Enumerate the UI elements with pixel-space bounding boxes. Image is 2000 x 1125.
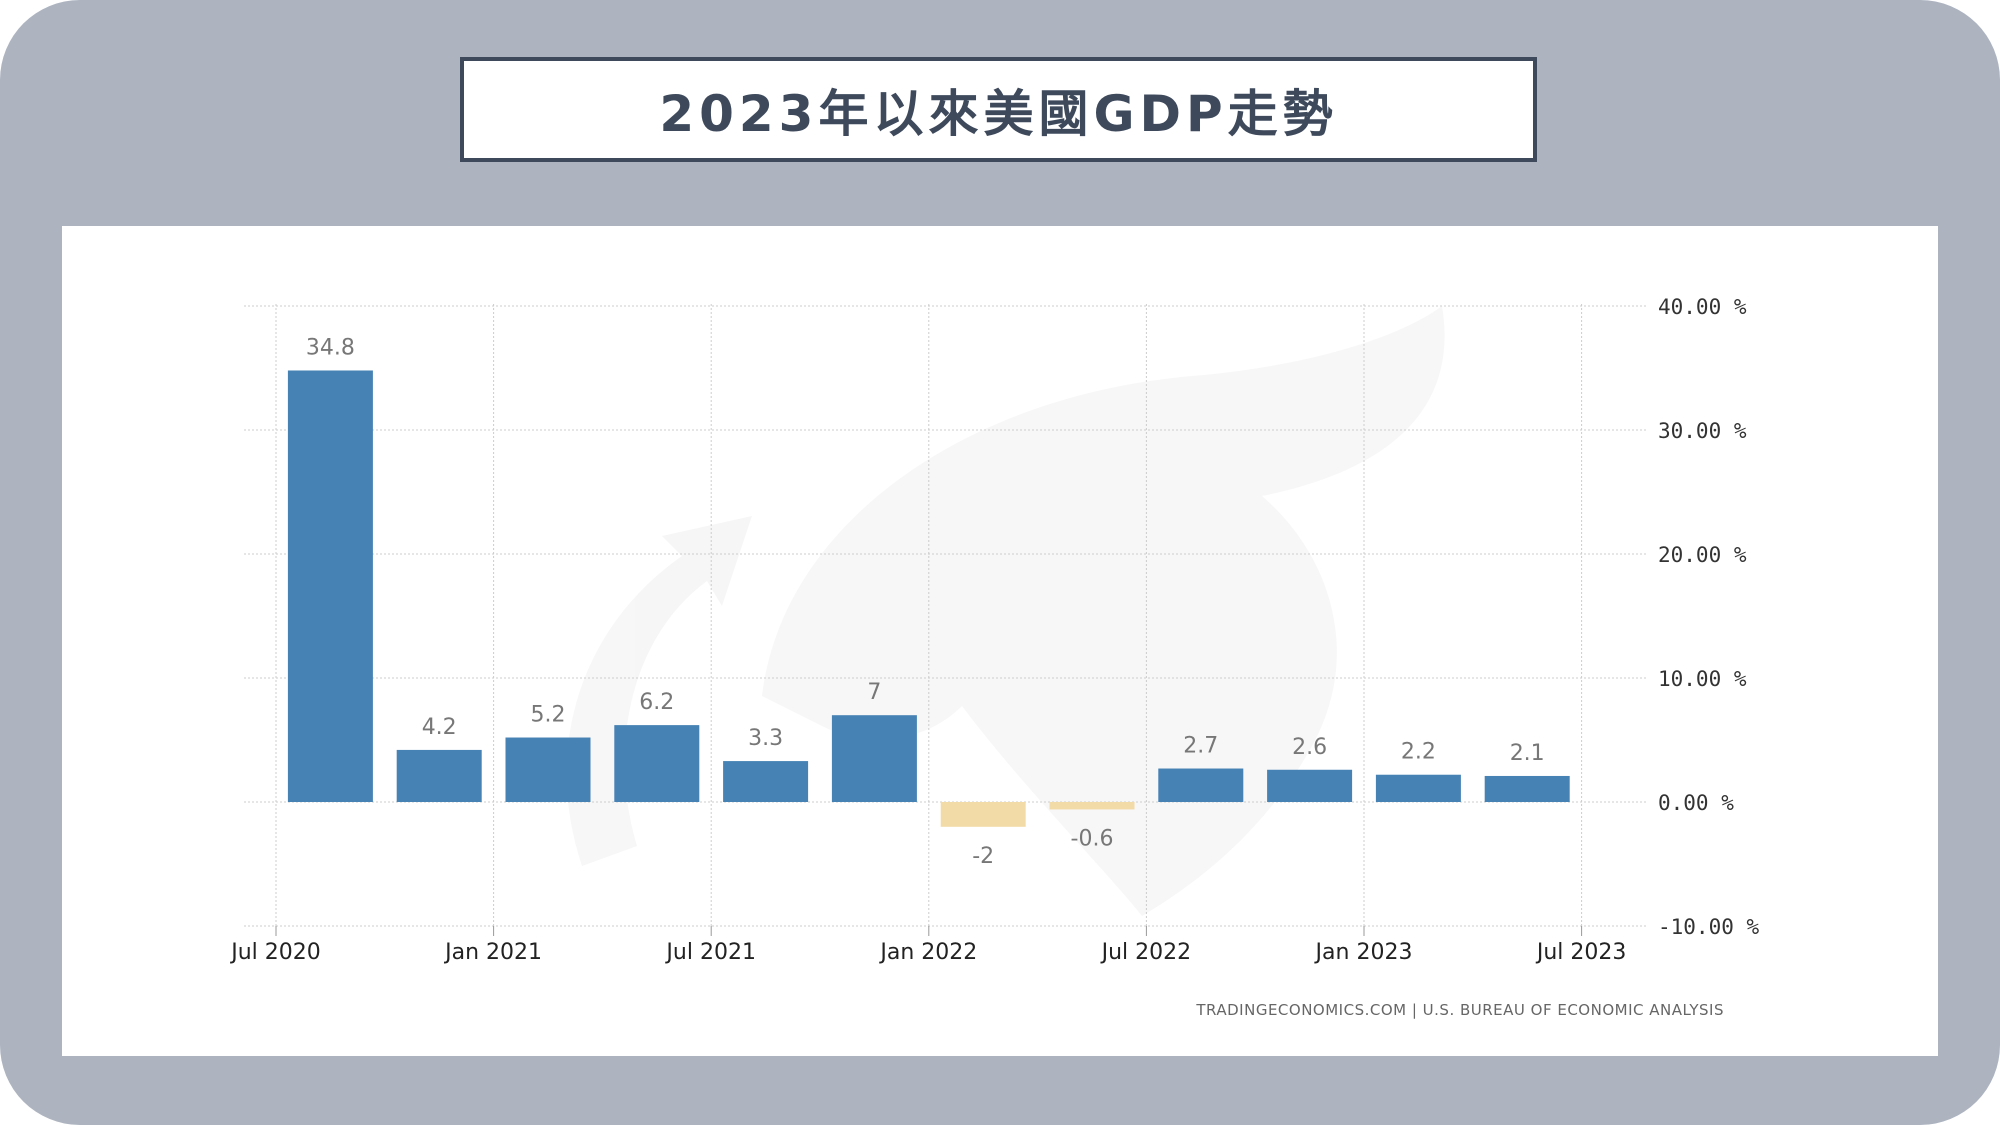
data-label: 2.2	[1401, 740, 1436, 765]
data-label: 5.2	[531, 703, 566, 728]
source-attribution: TRADINGECONOMICS.COM | U.S. BUREAU OF EC…	[1195, 1001, 1724, 1019]
x-tick-label: Jan 2022	[878, 940, 977, 965]
bar	[1484, 775, 1570, 802]
title-box: 2023年以來美國GDP走勢	[460, 57, 1537, 162]
bar	[831, 715, 917, 802]
data-label: 2.7	[1183, 734, 1218, 759]
bar	[287, 370, 373, 802]
y-axis-ticks: 40.00 % 30.00 % 20.00 % 10.00 % 0.00 % -10.00…	[1658, 295, 1760, 939]
data-label: 2.1	[1510, 741, 1545, 766]
bar	[940, 802, 1026, 827]
x-tick-label: Jul 2020	[229, 940, 321, 965]
chart-panel: 40.00 % 30.00 % 20.00 % 10.00 % 0.00 % -10.00…	[62, 226, 1938, 1056]
data-label: 4.2	[422, 715, 457, 740]
bar	[723, 761, 809, 802]
y-tick-label: 10.00 %	[1658, 667, 1747, 691]
bar	[1049, 802, 1135, 810]
bar	[505, 737, 591, 802]
data-label: 2.6	[1292, 735, 1327, 760]
data-label: -2	[972, 844, 994, 869]
page-title: 2023年以來美國GDP走勢	[659, 84, 1338, 143]
data-label: 7	[867, 680, 881, 705]
y-tick-label: -10.00 %	[1658, 915, 1760, 939]
data-labels: 34.8 4.2 5.2 6.2 3.3 7 -2 -0.6 2.7 2.6 2.2 2.1	[306, 335, 1545, 868]
watermark-bull-logo	[566, 306, 1445, 916]
data-label: 34.8	[306, 335, 355, 360]
data-label: 3.3	[748, 726, 783, 751]
data-label: 6.2	[639, 690, 674, 715]
y-tick-label: 20.00 %	[1658, 543, 1747, 567]
bar	[1158, 768, 1244, 802]
x-tick-label: Jul 2023	[1535, 940, 1627, 965]
x-axis-ticks: Jul 2020 Jan 2021 Jul 2021 Jan 2022 Jul 2022…	[229, 926, 1626, 965]
bar-chart: 40.00 % 30.00 % 20.00 % 10.00 % 0.00 % -10.00…	[229, 295, 1760, 1019]
x-tick-label: Jan 2023	[1314, 940, 1413, 965]
bar	[1267, 769, 1353, 802]
data-label: -0.6	[1071, 826, 1114, 851]
bar	[614, 725, 700, 802]
y-tick-label: 30.00 %	[1658, 419, 1747, 443]
y-tick-label: 0.00 %	[1658, 791, 1734, 815]
x-tick-label: Jul 2021	[664, 940, 756, 965]
bars	[287, 370, 1570, 827]
y-tick-label: 40.00 %	[1658, 295, 1747, 319]
bar	[1375, 774, 1461, 802]
x-tick-label: Jul 2022	[1100, 940, 1192, 965]
x-tick-label: Jan 2021	[443, 940, 542, 965]
bar	[396, 749, 482, 802]
